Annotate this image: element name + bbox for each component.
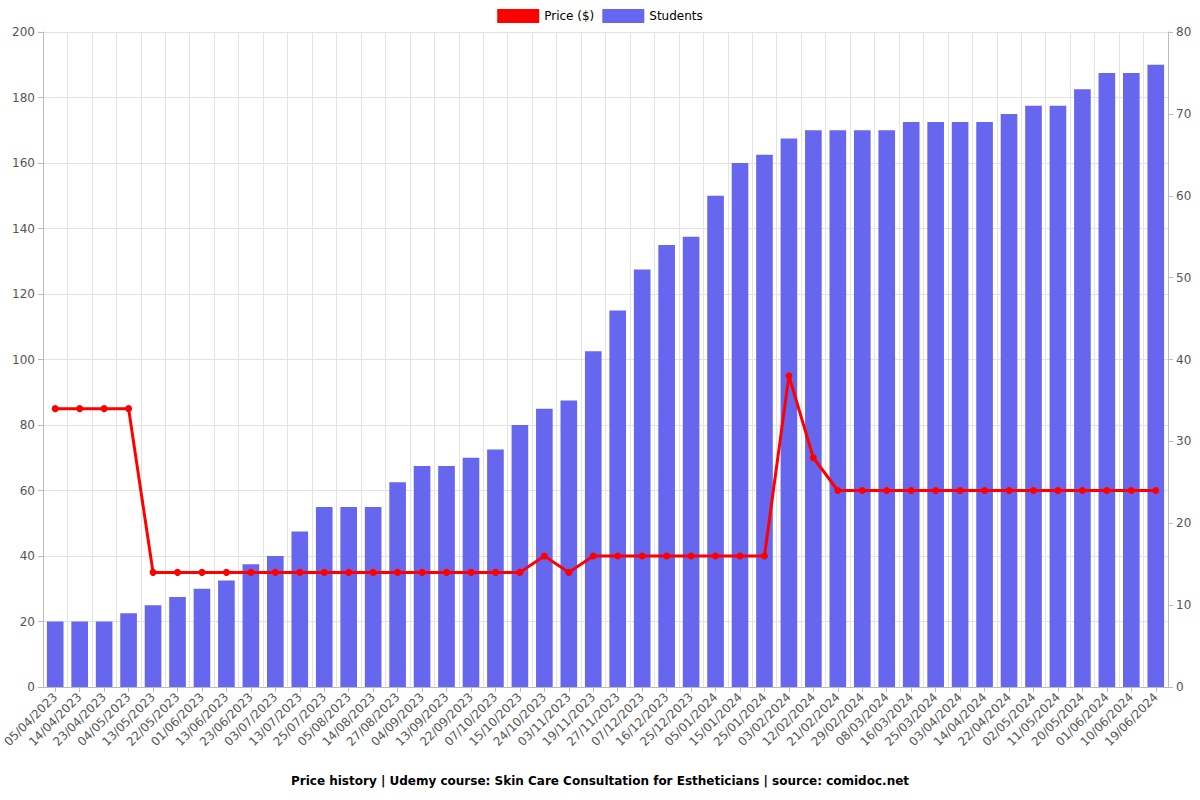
- svg-text:25/07/2023: 25/07/2023: [270, 690, 330, 749]
- svg-text:0: 0: [27, 680, 35, 694]
- svg-text:0: 0: [1176, 680, 1184, 694]
- svg-text:20: 20: [20, 615, 35, 629]
- svg-text:60: 60: [20, 484, 35, 498]
- svg-text:Students: Students: [649, 9, 703, 23]
- svg-text:04/09/2023: 04/09/2023: [368, 690, 427, 749]
- svg-text:29/02/2024: 29/02/2024: [808, 690, 868, 749]
- svg-text:22/04/2024: 22/04/2024: [955, 690, 1014, 749]
- svg-text:13/06/2023: 13/06/2023: [172, 690, 232, 749]
- svg-text:07/10/2023: 07/10/2023: [441, 690, 501, 749]
- svg-text:120: 120: [12, 287, 35, 301]
- svg-text:140: 140: [12, 222, 35, 236]
- svg-text:08/03/2024: 08/03/2024: [833, 690, 892, 749]
- svg-text:07/12/2023: 07/12/2023: [588, 690, 648, 749]
- svg-text:40: 40: [1176, 353, 1191, 367]
- svg-text:15/10/2023: 15/10/2023: [466, 690, 525, 749]
- svg-text:160: 160: [12, 156, 35, 170]
- svg-text:100: 100: [12, 353, 35, 367]
- svg-text:21/02/2024: 21/02/2024: [784, 690, 843, 749]
- svg-text:25/12/2023: 25/12/2023: [637, 690, 696, 749]
- svg-text:03/11/2023: 03/11/2023: [515, 690, 574, 749]
- svg-text:27/11/2023: 27/11/2023: [563, 690, 623, 749]
- svg-text:01/06/2024: 01/06/2024: [1053, 690, 1112, 749]
- svg-text:23/06/2023: 23/06/2023: [197, 690, 256, 749]
- svg-text:16/03/2024: 16/03/2024: [857, 690, 917, 749]
- svg-text:30: 30: [1176, 434, 1191, 448]
- svg-text:180: 180: [12, 91, 35, 105]
- svg-text:12/02/2024: 12/02/2024: [759, 690, 819, 749]
- svg-text:19/06/2024: 19/06/2024: [1102, 690, 1161, 749]
- svg-text:11/05/2024: 11/05/2024: [1004, 690, 1063, 749]
- svg-text:04/05/2023: 04/05/2023: [74, 690, 134, 749]
- svg-text:05/01/2024: 05/01/2024: [661, 690, 721, 749]
- svg-text:24/10/2023: 24/10/2023: [490, 690, 550, 749]
- svg-text:14/04/2024: 14/04/2024: [930, 690, 990, 749]
- svg-text:14/04/2023: 14/04/2023: [25, 690, 85, 749]
- svg-text:14/08/2023: 14/08/2023: [319, 690, 379, 749]
- svg-text:25/03/2024: 25/03/2024: [881, 690, 941, 749]
- svg-text:Price ($): Price ($): [544, 9, 594, 23]
- svg-text:200: 200: [12, 25, 35, 39]
- svg-text:16/12/2023: 16/12/2023: [612, 690, 672, 749]
- svg-text:05/04/2023: 05/04/2023: [1, 690, 61, 749]
- svg-text:60: 60: [1176, 189, 1191, 203]
- svg-text:03/02/2024: 03/02/2024: [735, 690, 794, 749]
- svg-text:02/05/2024: 02/05/2024: [979, 690, 1039, 749]
- svg-text:15/01/2024: 15/01/2024: [686, 690, 745, 749]
- svg-text:01/06/2023: 01/06/2023: [148, 690, 207, 749]
- svg-text:10/06/2024: 10/06/2024: [1077, 690, 1137, 749]
- svg-text:20: 20: [1176, 516, 1191, 530]
- svg-text:13/07/2023: 13/07/2023: [246, 690, 305, 749]
- svg-text:22/05/2023: 22/05/2023: [123, 690, 183, 749]
- svg-text:13/05/2023: 13/05/2023: [99, 690, 158, 749]
- svg-text:05/08/2023: 05/08/2023: [294, 690, 354, 749]
- svg-text:10: 10: [1176, 598, 1191, 612]
- svg-text:27/08/2023: 27/08/2023: [343, 690, 403, 749]
- svg-text:80: 80: [20, 418, 35, 432]
- svg-text:03/07/2023: 03/07/2023: [221, 690, 281, 749]
- svg-text:25/01/2024: 25/01/2024: [710, 690, 770, 749]
- svg-text:80: 80: [1176, 25, 1191, 39]
- svg-text:03/04/2024: 03/04/2024: [906, 690, 966, 749]
- svg-text:22/09/2023: 22/09/2023: [417, 690, 476, 749]
- svg-text:50: 50: [1176, 271, 1191, 285]
- svg-text:19/11/2023: 19/11/2023: [539, 690, 599, 749]
- svg-text:20/05/2024: 20/05/2024: [1028, 690, 1088, 749]
- svg-text:40: 40: [20, 549, 35, 563]
- svg-text:23/04/2023: 23/04/2023: [50, 690, 110, 749]
- svg-text:13/09/2023: 13/09/2023: [392, 690, 452, 749]
- svg-text:70: 70: [1176, 107, 1191, 121]
- svg-text:Price history | Udemy course:: Price history | Udemy course: Skin Care …: [291, 774, 909, 788]
